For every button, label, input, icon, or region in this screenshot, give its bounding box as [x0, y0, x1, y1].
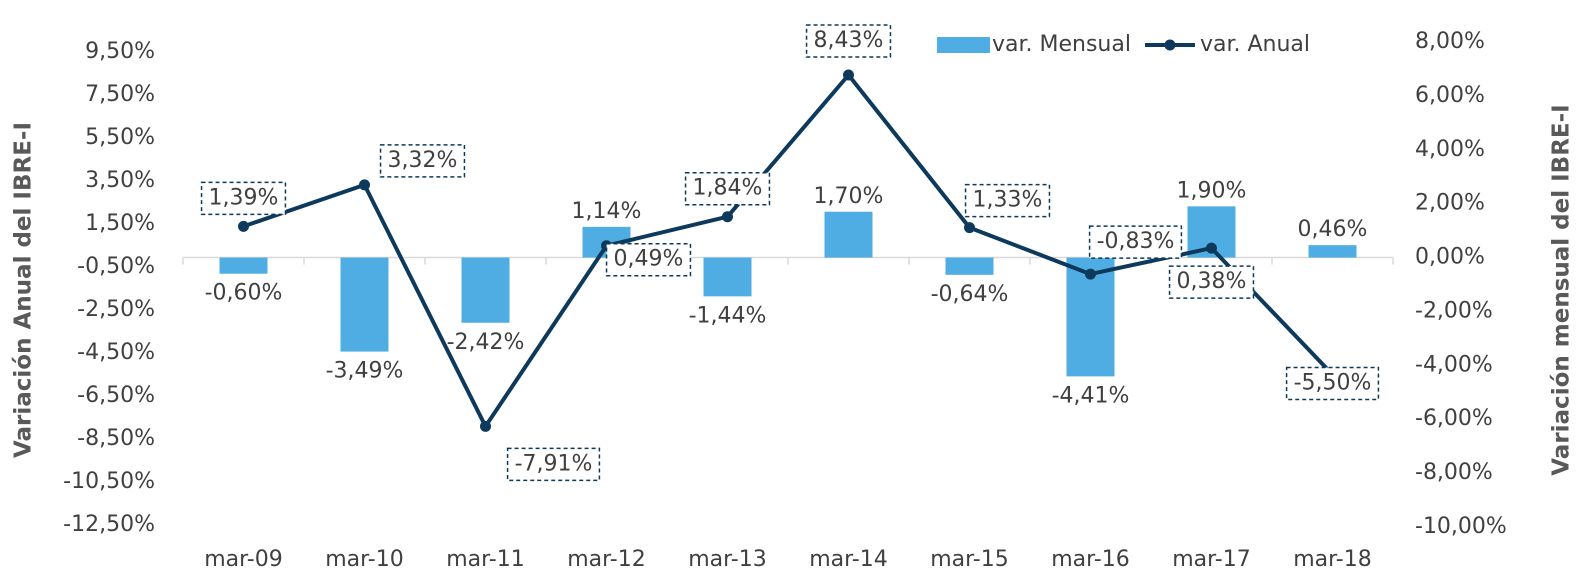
- line-point: [843, 69, 854, 81]
- legend-label: var. Anual: [1200, 32, 1310, 57]
- bar: [340, 257, 389, 352]
- bar: [461, 257, 510, 323]
- legend-swatch: [937, 37, 990, 53]
- y-axis-title: Variación Anual del IBRE-I: [11, 122, 37, 458]
- y2-axis-title: Variación mensual del IBRE-I: [1549, 104, 1575, 476]
- x-tick-label: mar-12: [567, 547, 645, 572]
- x-tick-label: mar-16: [1051, 547, 1129, 572]
- legend-label: var. Mensual: [992, 32, 1131, 57]
- bar-label: -3,49%: [326, 359, 404, 384]
- x-tick-label: mar-15: [930, 547, 1008, 572]
- bar-label: 1,90%: [1177, 178, 1247, 203]
- line-label: 1,33%: [973, 188, 1043, 213]
- bar-label: -0,64%: [931, 282, 1009, 307]
- x-tick-label: mar-17: [1172, 547, 1250, 572]
- y-tick-label: -4,50%: [77, 340, 155, 365]
- line-label: 0,38%: [1177, 269, 1247, 294]
- bar: [219, 257, 268, 274]
- y-tick-label: 1,50%: [85, 211, 155, 236]
- y2-tick-label: -8,00%: [1415, 460, 1493, 485]
- x-tick-label: mar-13: [688, 547, 766, 572]
- line-point: [964, 222, 975, 234]
- line: [242, 73, 1334, 429]
- y-tick-label: 5,50%: [85, 125, 155, 150]
- line-point: [238, 220, 249, 232]
- line-label-box: [379, 144, 466, 178]
- line-label: -5,50%: [1294, 371, 1372, 396]
- line-label: -7,91%: [515, 451, 593, 476]
- line-label: 8,43%: [814, 28, 884, 53]
- y2-tick-label: -4,00%: [1415, 352, 1493, 377]
- y-tick-label: -0,50%: [77, 254, 155, 279]
- line-label: 0,49%: [614, 247, 684, 272]
- x-tick-label: mar-11: [446, 547, 524, 572]
- line-label: 1,84%: [693, 176, 763, 201]
- x-tick-label: mar-18: [1293, 547, 1371, 572]
- bar: [703, 257, 752, 297]
- x-tick-label: mar-10: [325, 547, 403, 572]
- bar-label: -4,41%: [1052, 383, 1130, 408]
- y-tick-label: -6,50%: [77, 383, 155, 408]
- line-label-box: [684, 171, 771, 206]
- bar-label: 0,46%: [1298, 217, 1368, 242]
- line-label-box: [1168, 265, 1255, 299]
- y-tick-label: -2,50%: [77, 297, 155, 322]
- bar-label: 1,70%: [814, 184, 884, 209]
- y-tick-label: 9,50%: [85, 39, 155, 64]
- bar-label: -1,44%: [689, 303, 767, 328]
- y2-tick-label: -2,00%: [1415, 298, 1493, 323]
- bar-label: -2,42%: [447, 330, 525, 355]
- line-label: 1,39%: [209, 185, 279, 210]
- legend-swatch-point: [1164, 39, 1176, 51]
- y-tick-label: 7,50%: [85, 82, 155, 107]
- line-point: [1206, 242, 1217, 254]
- y2-tick-label: 6,00%: [1415, 83, 1485, 108]
- y-tick-label: -10,50%: [63, 469, 155, 494]
- line-label-box: [1285, 366, 1380, 401]
- line-point: [1085, 268, 1096, 280]
- bar-label: 1,14%: [572, 199, 642, 224]
- y-tick-label: -12,50%: [63, 512, 155, 537]
- bar: [824, 211, 873, 258]
- y2-tick-label: -6,00%: [1415, 406, 1493, 431]
- bar-label: -0,60%: [205, 281, 283, 306]
- line-point: [359, 179, 370, 191]
- line-label-box: [805, 24, 892, 58]
- line-label-box: [200, 181, 287, 216]
- bar: [945, 257, 994, 275]
- line-label-box: [506, 447, 601, 482]
- y2-tick-label: 2,00%: [1415, 191, 1485, 216]
- line-point: [480, 420, 491, 432]
- line-label-box: [964, 183, 1051, 218]
- line-point: [722, 211, 733, 223]
- y2-tick-label: 0,00%: [1415, 245, 1485, 270]
- y2-tick-label: 8,00%: [1415, 29, 1485, 54]
- x-tick-label: mar-14: [809, 547, 887, 572]
- y-tick-label: -8,50%: [77, 426, 155, 451]
- y2-tick-label: 4,00%: [1415, 137, 1485, 162]
- y2-tick-label: -10,00%: [1415, 514, 1507, 539]
- y-tick-label: 3,50%: [85, 168, 155, 193]
- x-tick-label: mar-09: [204, 547, 282, 572]
- line-label-box: [605, 242, 692, 277]
- line-label-box: [1088, 225, 1183, 259]
- line-label: -0,83%: [1097, 229, 1175, 254]
- line-label: 3,32%: [388, 148, 458, 173]
- bar: [1308, 245, 1357, 258]
